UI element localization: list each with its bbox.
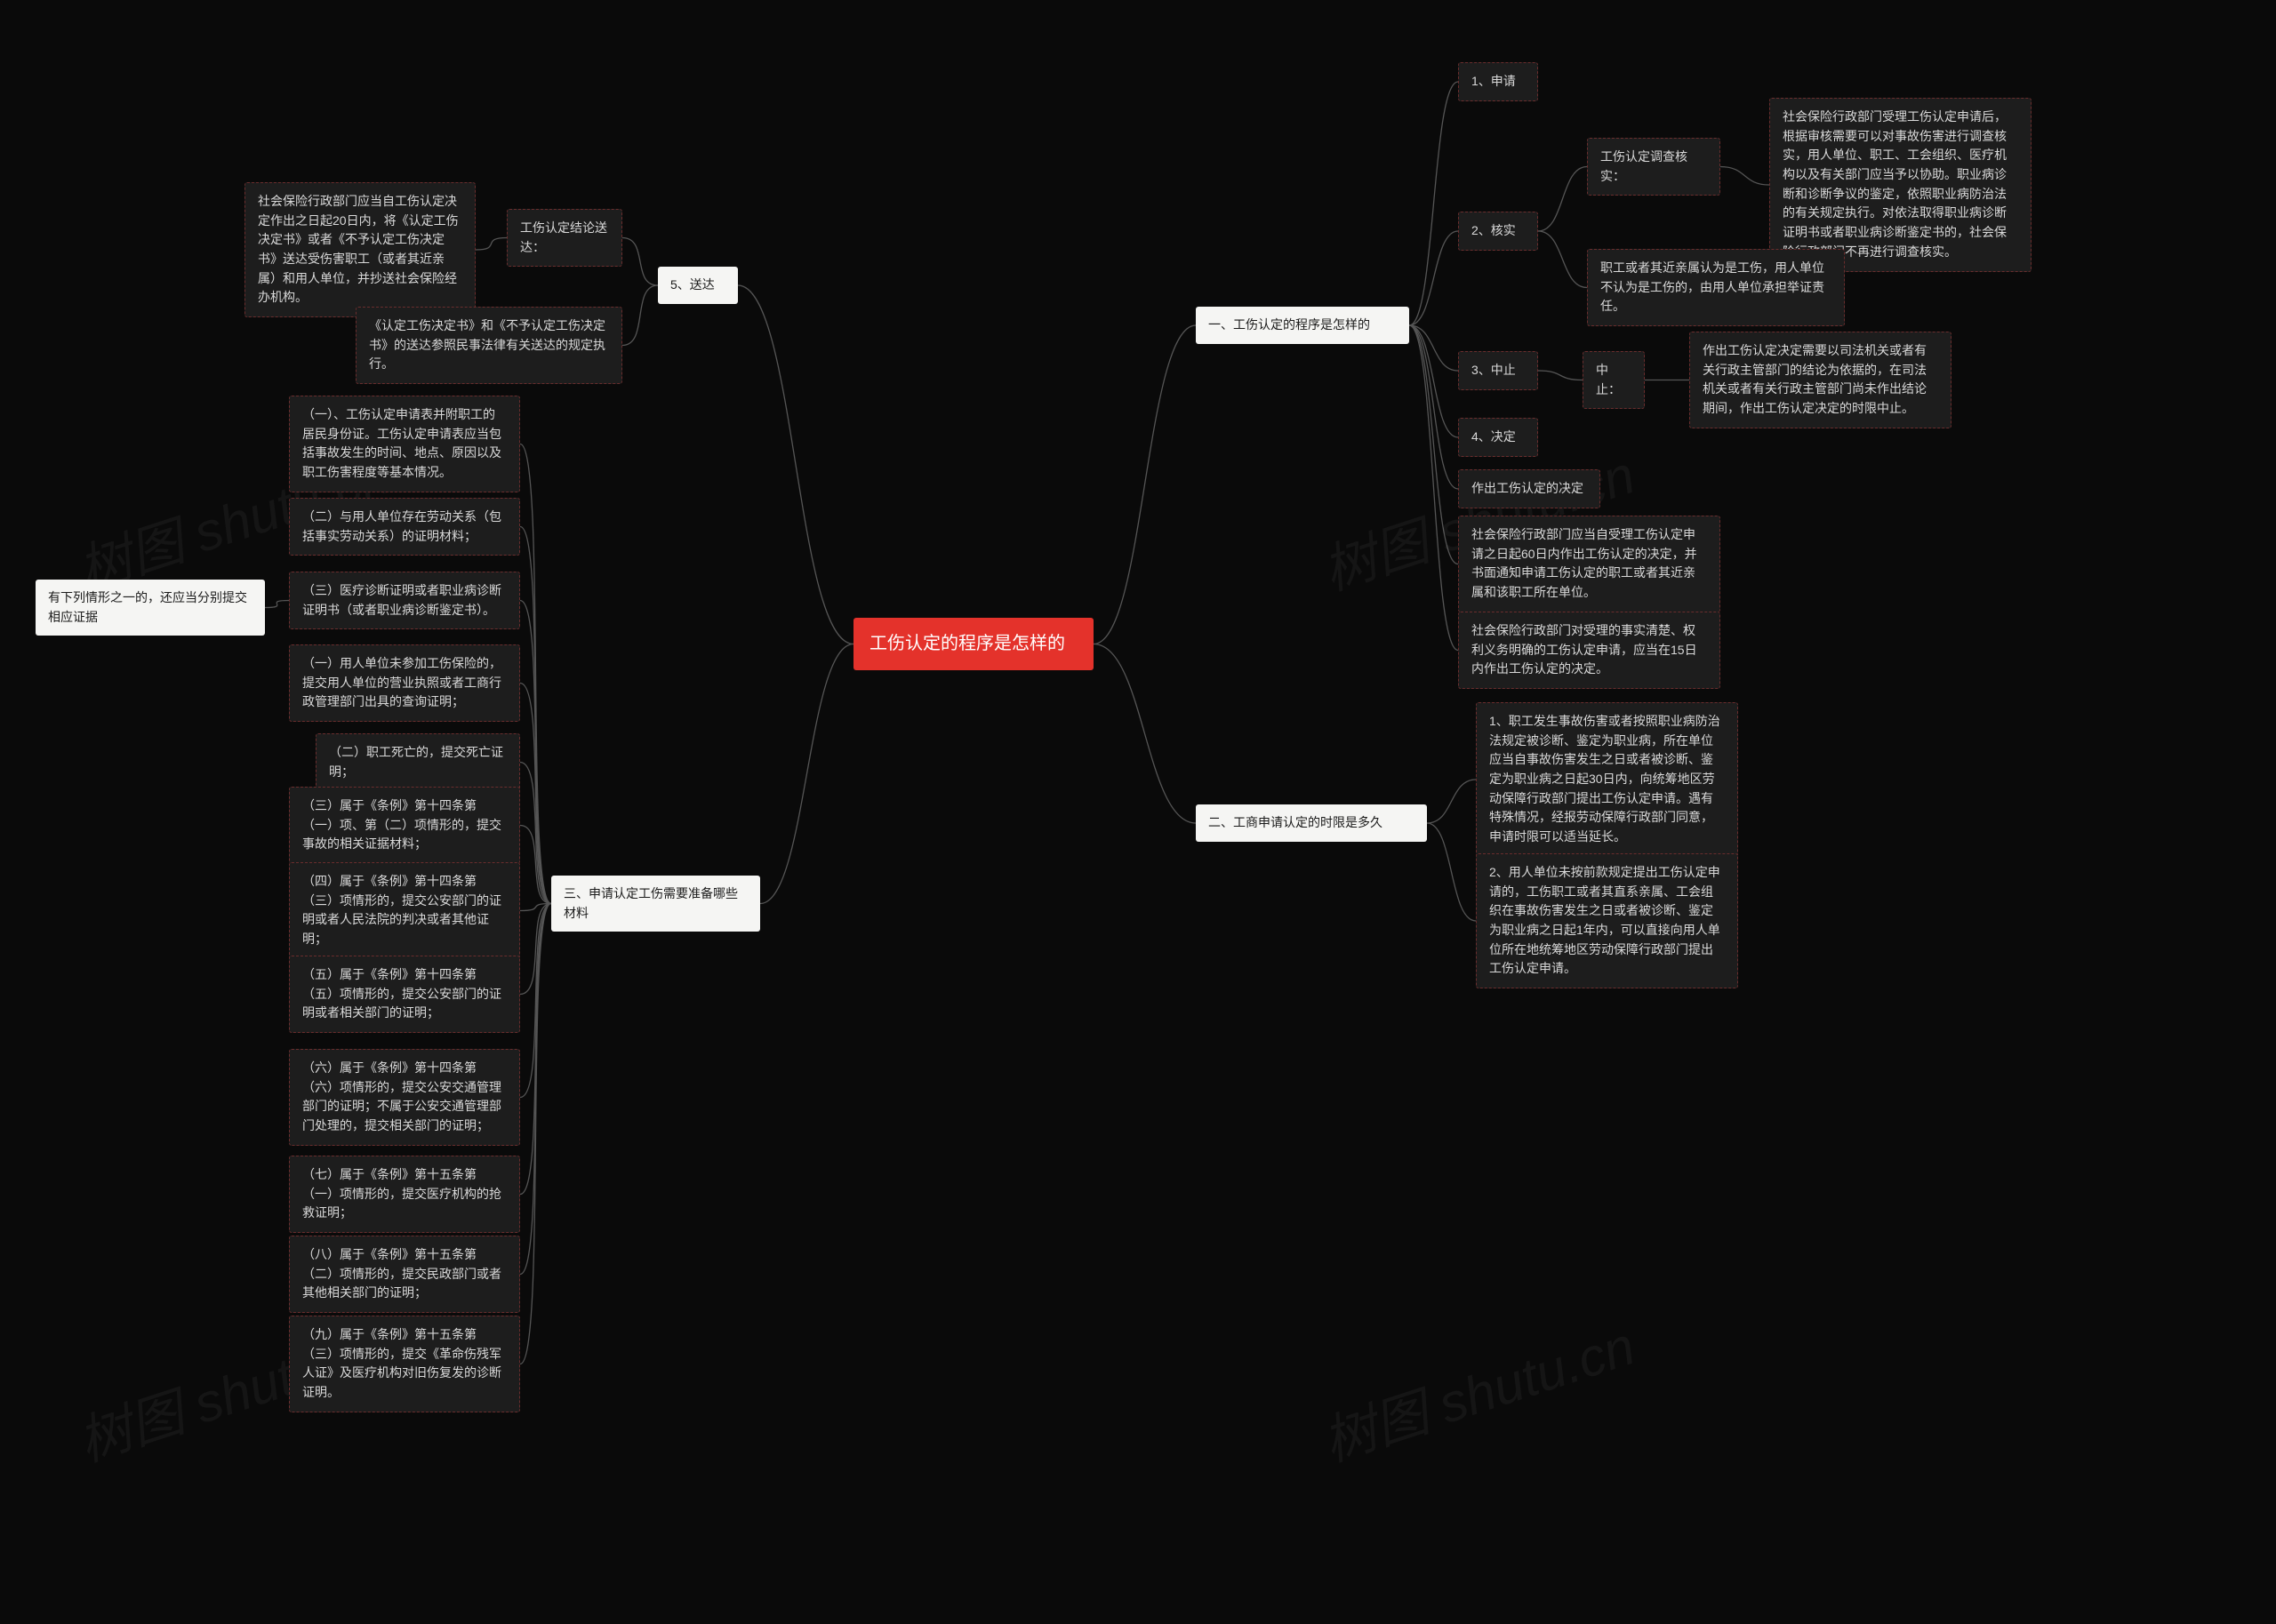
node-b3_1: （一）、工伤认定申请表并附职工的居民身份证。工伤认定申请表应当包括事故发生的时间… xyxy=(289,396,520,492)
node-b1_4b: 社会保险行政部门应当自受理工伤认定申请之日起60日内作出工伤认定的决定，并书面通… xyxy=(1458,516,1720,612)
link-b1-b1_4 xyxy=(1409,325,1458,437)
link-root-b1 xyxy=(1094,325,1196,644)
node-b5_a1: 社会保险行政部门应当自工伤认定决定作出之日起20日内，将《认定工伤决定书》或者《… xyxy=(244,182,476,317)
link-b3-b3_1 xyxy=(520,444,551,904)
node-b3_2: （二）与用人单位存在劳动关系（包括事实劳动关系）的证明材料； xyxy=(289,498,520,556)
watermark: 树图 shutu.cn xyxy=(1311,1303,1643,1476)
node-b3_4: （一）用人单位未参加工伤保险的，提交用人单位的营业执照或者工商行政管理部门出具的… xyxy=(289,644,520,722)
link-b3-b3_8 xyxy=(520,904,551,995)
node-b3: 三、申请认定工伤需要准备哪些材料 xyxy=(551,876,760,932)
link-b1-b1_4a xyxy=(1409,325,1458,489)
node-b3_6: （三）属于《条例》第十四条第（一）项、第（二）项情形的，提交事故的相关证据材料； xyxy=(289,787,520,864)
link-b3-b3_11 xyxy=(520,904,551,1275)
node-b3_9: （六）属于《条例》第十四条第（六）项情形的，提交公安交通管理部门的证明；不属于公… xyxy=(289,1049,520,1146)
link-b1-b1_1 xyxy=(1409,82,1458,325)
link-b1_2-b1_2b xyxy=(1538,231,1587,288)
node-b1_3: 3、中止 xyxy=(1458,351,1538,390)
node-b1_1: 1、申请 xyxy=(1458,62,1538,101)
link-b3-b3_4 xyxy=(520,684,551,904)
link-b3-b3_2 xyxy=(520,527,551,904)
node-b1_4c: 社会保险行政部门对受理的事实清楚、权利义务明确的工伤认定申请，应当在15日内作出… xyxy=(1458,612,1720,689)
node-b2_2: 2、用人单位未按前款规定提出工伤认定申请的，工伤职工或者其直系亲属、工会组织在事… xyxy=(1476,853,1738,988)
link-b3_3-b3_3x xyxy=(265,601,289,608)
node-b3_5: （二）职工死亡的，提交死亡证明； xyxy=(316,733,520,791)
node-b5_a: 工伤认定结论送达： xyxy=(507,209,622,267)
link-b3-b3_6 xyxy=(520,826,551,904)
node-b5_b: 《认定工伤决定书》和《不予认定工伤决定书》的送达参照民事法律有关送达的规定执行。 xyxy=(356,307,622,384)
link-b2-b2_2 xyxy=(1427,823,1476,921)
node-b3_11: （八）属于《条例》第十五条第（二）项情形的，提交民政部门或者其他相关部门的证明； xyxy=(289,1236,520,1313)
node-b1_4: 4、决定 xyxy=(1458,418,1538,457)
node-b1_2a1: 社会保险行政部门受理工伤认定申请后，根据审核需要可以对事故伤害进行调查核实，用人… xyxy=(1769,98,2032,272)
link-b3-b3_9 xyxy=(520,904,551,1098)
link-b5-b5_b xyxy=(622,285,658,346)
link-b3-b3_5 xyxy=(520,763,551,904)
link-b5_a-b5_a1 xyxy=(476,238,507,251)
node-b3_7: （四）属于《条例》第十四条第（三）项情形的，提交公安部门的证明或者人民法院的判决… xyxy=(289,862,520,959)
node-b3_3: （三）医疗诊断证明或者职业病诊断证明书（或者职业病诊断鉴定书）。 xyxy=(289,572,520,629)
node-b3_12: （九）属于《条例》第十五条第（三）项情形的，提交《革命伤残军人证》及医疗机构对旧… xyxy=(289,1316,520,1412)
node-b1_2: 2、核实 xyxy=(1458,212,1538,251)
node-b3_3x: 有下列情形之一的，还应当分别提交相应证据 xyxy=(36,580,265,636)
node-b5: 5、送达 xyxy=(658,267,738,304)
link-b2-b2_1 xyxy=(1427,780,1476,823)
link-b1-b1_3 xyxy=(1409,325,1458,371)
node-b3_10: （七）属于《条例》第十五条第（一）项情形的，提交医疗机构的抢救证明； xyxy=(289,1156,520,1233)
node-b2: 二、工商申请认定的时限是多久 xyxy=(1196,804,1427,842)
link-b1-b1_4c xyxy=(1409,325,1458,651)
link-b1-b1_4b xyxy=(1409,325,1458,564)
node-b1_2a: 工伤认定调查核实： xyxy=(1587,138,1720,196)
link-b5-b5_a xyxy=(622,238,658,286)
link-b3-b3_12 xyxy=(520,904,551,1364)
link-root-b2 xyxy=(1094,644,1196,824)
node-root: 工伤认定的程序是怎样的 xyxy=(854,618,1094,670)
link-root-b5 xyxy=(738,285,854,644)
node-b1_4a: 作出工伤认定的决定 xyxy=(1458,469,1600,508)
link-root-b3 xyxy=(760,644,854,904)
link-b3-b3_3 xyxy=(520,601,551,904)
link-b1_2-b1_2a xyxy=(1538,167,1587,232)
link-b3-b3_10 xyxy=(520,904,551,1195)
node-b3_8: （五）属于《条例》第十四条第（五）项情形的，提交公安部门的证明或者相关部门的证明… xyxy=(289,956,520,1033)
node-b1_3a1: 作出工伤认定决定需要以司法机关或者有关行政主管部门的结论为依据的，在司法机关或者… xyxy=(1689,332,1951,428)
mindmap-canvas: 树图 shutu.cn 树图 shutu.cn 树图 shutu.cn 树图 s… xyxy=(0,0,2276,1624)
link-b3-b3_7 xyxy=(520,904,551,911)
node-b1: 一、工伤认定的程序是怎样的 xyxy=(1196,307,1409,344)
link-b1_3-b1_3a xyxy=(1538,371,1583,380)
link-b1-b1_2 xyxy=(1409,231,1458,325)
node-b1_2b: 职工或者其近亲属认为是工伤，用人单位不认为是工伤的，由用人单位承担举证责任。 xyxy=(1587,249,1845,326)
node-b1_3a: 中止： xyxy=(1583,351,1645,409)
node-b2_1: 1、职工发生事故伤害或者按照职业病防治法规定被诊断、鉴定为职业病，所在单位应当自… xyxy=(1476,702,1738,857)
link-b1_2a-b1_2a1 xyxy=(1720,167,1769,186)
